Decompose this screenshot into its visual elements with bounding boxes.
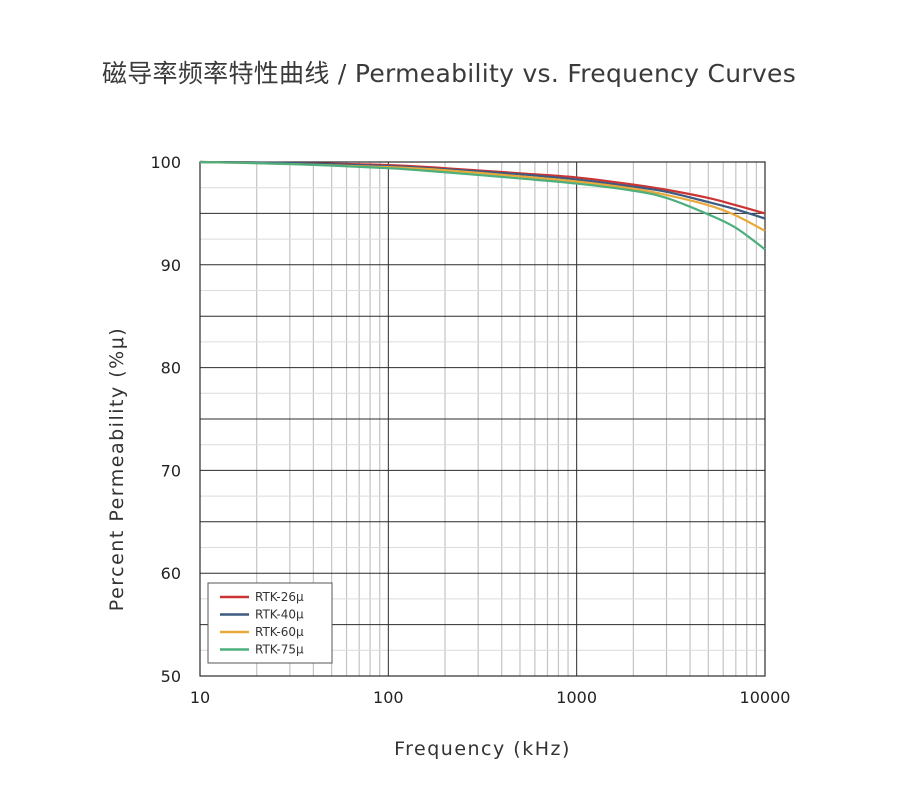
y-tick-label: 100 [150,153,181,172]
legend-label: RTK-75μ [255,643,304,657]
y-tick-label: 70 [161,461,181,480]
plot-frame [199,161,766,677]
tick-labels: 10 100 1000 10000 100 90 80 70 60 50 [150,153,790,707]
x-tick-label: 10000 [740,688,791,707]
legend-label: RTK-60μ [255,625,304,639]
series-line-4 [199,160,766,251]
y-tick-label: 50 [161,667,181,686]
legend-label: RTK-40μ [255,608,304,622]
x-tick-label: 100 [373,688,404,707]
y-tick-label: 80 [161,359,181,378]
chart-title: 磁导率频率特性曲线 / Permeability vs. Frequency C… [101,59,797,88]
x-tick-label: 10 [190,688,210,707]
x-tick-label: 1000 [556,688,597,707]
series-layer [199,160,766,251]
x-axis-label: Frequency (kHz) [394,738,571,760]
y-axis-label: Percent Permeability (%μ) [106,327,128,611]
y-tick-label: 60 [161,564,181,583]
series-line-2 [199,160,766,220]
grid-layer [199,161,766,677]
series-line-3 [199,160,766,232]
y-tick-label: 90 [161,256,181,275]
legend: RTK-26μ RTK-40μ RTK-60μ RTK-75μ [207,582,333,664]
legend-label: RTK-26μ [255,590,304,604]
